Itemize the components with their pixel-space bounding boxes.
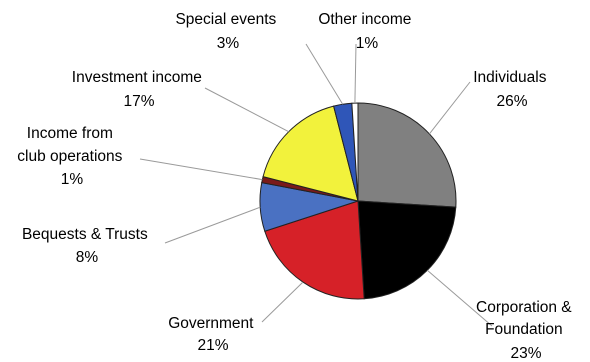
pie-slice-other-income	[351, 102, 359, 202]
leader-lines	[139, 43, 493, 327]
label-other-income: Other income 1%	[318, 11, 415, 52]
label-special-events: Special events 3%	[175, 11, 280, 52]
label-individuals: Individuals 26%	[473, 69, 551, 110]
leader-line	[305, 43, 344, 105]
leader-line	[354, 43, 357, 104]
label-corporation-foundation: Corporation & Foundation 23%	[476, 299, 576, 362]
pie-slice-government	[264, 200, 365, 300]
label-bequests-trusts: Bequests & Trusts 8%	[22, 226, 152, 266]
leader-line	[429, 81, 471, 135]
pie-slice-corporation-foundation	[357, 200, 457, 300]
leader-line	[139, 158, 263, 181]
label-government: Government 21%	[168, 315, 258, 354]
label-investment-income: Investment income 17%	[72, 69, 206, 110]
pie-slices	[259, 102, 457, 300]
leader-line	[204, 87, 289, 133]
leader-line	[261, 281, 304, 323]
leader-line	[426, 269, 493, 327]
label-income-club-operations: Income from club operations 1%	[17, 125, 126, 188]
pie-slice-investment-income	[262, 105, 359, 202]
leader-line	[164, 206, 261, 244]
